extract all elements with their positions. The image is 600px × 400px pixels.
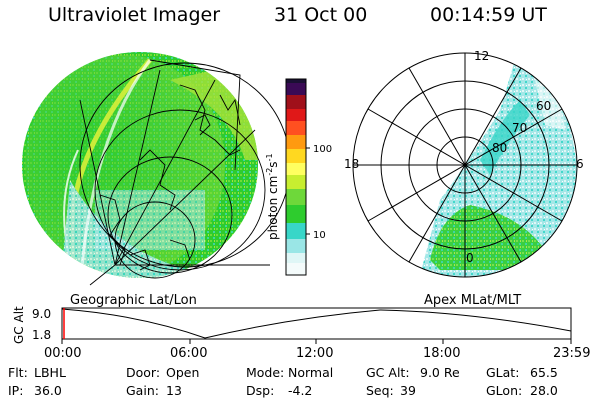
mode-label: Mode: [246,365,285,380]
alt-axis-label: GC Alt [12,306,26,344]
seq-label: Seq: [366,383,394,398]
mlt-label-0: 0 [466,251,474,265]
gain-value: 13 [166,383,182,398]
glat-label: GLat: [486,365,520,380]
glon-label: GLon: [486,383,523,398]
date-label: 31 Oct 00 [274,4,368,26]
door-label: Door: [126,365,161,380]
altitude-plot: 9.0 1.8 GC Alt [12,306,572,344]
colorbar-unit-label: photon cm-2s-1 [265,153,280,240]
ip-label: IP: [8,383,24,398]
time-tick-1200: 12:00 [296,346,334,361]
colorbar-tick-100: 100 [313,144,332,155]
left-panel-caption: Geographic Lat/Lon [70,293,197,308]
mlt-label-12: 12 [474,49,489,63]
filter-label: Flt: [8,365,28,380]
alt-tick-1-8: 1.8 [32,328,51,342]
alt-tick-9: 9.0 [32,307,51,321]
instrument-title: Ultraviolet Imager [48,4,221,26]
mlat-label-70: 70 [512,121,527,135]
glon-value: 28.0 [530,383,558,398]
time-tick-0000: 00:00 [44,346,82,361]
door-value: Open [166,365,200,380]
gc-alt-label: GC Alt: [366,365,410,380]
time-tick-2359: 23:59 [553,346,591,361]
mode-value: Normal [288,365,334,380]
glat-value: 65.5 [530,365,558,380]
colorbar: 100 10 photon cm-2s-1 [265,78,332,276]
mlat-label-80: 80 [492,141,507,155]
mlat-label-60: 60 [536,99,551,113]
mlt-label-6: 6 [576,157,584,171]
time-tick-0600: 06:00 [170,346,208,361]
gc-alt-value: 9.0 Re [420,365,460,380]
time-tick-1800: 18:00 [423,346,461,361]
polar-plot: 12 18 6 0 60 70 80 [344,49,584,278]
right-panel-caption: Apex MLat/MLT [424,293,522,308]
dsp-value: -4.2 [288,383,313,398]
dsp-label: Dsp: [246,383,275,398]
gain-label: Gain: [126,383,159,398]
mlt-label-18: 18 [344,157,359,171]
seq-value: 39 [400,383,416,398]
colorbar-tick-10: 10 [313,230,326,241]
filter-value: LBHL [34,365,66,380]
ip-value: 36.0 [34,383,62,398]
geographic-image [22,52,291,286]
time-label: 00:14:59 UT [430,4,547,26]
